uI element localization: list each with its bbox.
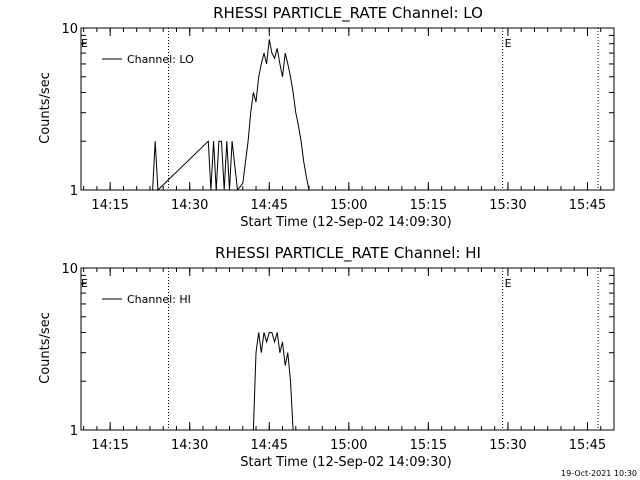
x-tick-label: 15:45 <box>569 438 606 453</box>
x-tick-label: 14:45 <box>251 438 288 453</box>
series-line <box>252 332 294 431</box>
chart-panel-lo: RHESSI PARTICLE_RATE Channel: LO Counts/… <box>38 4 615 230</box>
chart-panel-hi: RHESSI PARTICLE_RATE Channel: HI Counts/… <box>38 244 615 470</box>
x-tick-label: 15:45 <box>569 198 606 213</box>
x-tick-label: 14:30 <box>171 198 208 213</box>
x-tick-label: 15:15 <box>410 438 447 453</box>
x-axis-label: Start Time (12-Sep-02 14:09:30) <box>240 455 451 470</box>
x-tick-label: 15:00 <box>330 198 367 213</box>
x-axis-label: Start Time (12-Sep-02 14:09:30) <box>240 215 451 230</box>
x-tick-label: 14:15 <box>91 198 128 213</box>
x-tick-label: 15:00 <box>330 438 367 453</box>
x-tick-label: 15:30 <box>489 438 526 453</box>
x-tick-label: 15:15 <box>410 198 447 213</box>
y-tick-label: 10 <box>61 22 78 37</box>
y-tick-label: 1 <box>70 184 78 199</box>
plot-frame <box>80 267 615 431</box>
start-marker: E <box>81 277 88 290</box>
chart-title: RHESSI PARTICLE_RATE Channel: HI <box>215 244 481 263</box>
x-tick-label: 14:45 <box>251 198 288 213</box>
x-tick-label: 15:30 <box>489 198 526 213</box>
x-tick-label: 14:15 <box>91 438 128 453</box>
render-timestamp: 19-Oct-2021 10:30 <box>561 469 637 478</box>
series-line <box>152 39 310 192</box>
y-tick-label: 1 <box>70 424 78 439</box>
event-marker: E <box>505 37 512 50</box>
chart-title: RHESSI PARTICLE_RATE Channel: LO <box>213 4 483 23</box>
y-axis-label: Counts/sec <box>38 72 53 144</box>
x-tick-label: 14:30 <box>171 438 208 453</box>
event-marker: E <box>505 277 512 290</box>
y-axis-label: Counts/sec <box>38 312 53 384</box>
start-marker: E <box>81 37 88 50</box>
legend-label: Channel: LO <box>127 53 194 66</box>
legend-label: Channel: HI <box>127 293 191 306</box>
y-tick-label: 10 <box>61 262 78 277</box>
plot-frame <box>80 27 615 191</box>
